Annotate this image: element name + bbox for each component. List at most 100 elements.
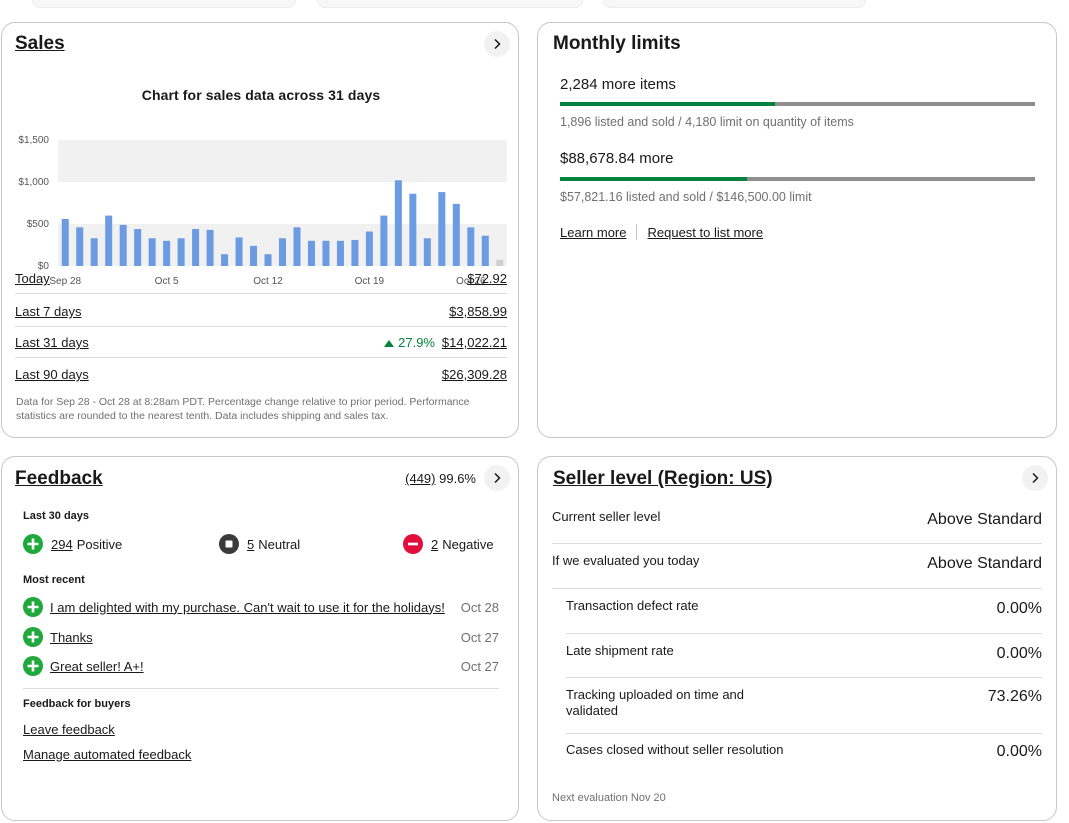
neutral-count[interactable]: 5 (247, 536, 255, 552)
chart-bar (206, 229, 214, 266)
plus-circle-icon (23, 656, 43, 676)
sales-chevron-button[interactable] (484, 31, 510, 57)
limits-title: Monthly limits (553, 33, 681, 54)
x-tick-label: Oct 19 (355, 276, 385, 287)
current-seller-level-row: Current seller level Above Standard (552, 497, 1042, 544)
metric-label: Late shipment rate (566, 643, 674, 658)
chart-bar (365, 231, 373, 266)
amount-remaining: $88,678.84 more (560, 150, 674, 167)
minus-circle-icon (403, 534, 423, 554)
monthly-limits-card: Monthly limits 2,284 more items 1,896 li… (537, 22, 1057, 438)
recent-feedback-text[interactable]: Thanks (50, 629, 93, 645)
positive-count[interactable]: 294 (51, 536, 73, 552)
sales-title[interactable]: Sales (15, 33, 65, 54)
recent-feedback-text[interactable]: I am delighted with my purchase. Can't w… (50, 599, 445, 615)
sales-row-value[interactable]: $26,309.28 (441, 367, 507, 382)
request-to-list-more-link[interactable]: Request to list more (647, 224, 764, 240)
metric-value: 0.00% (996, 743, 1042, 760)
feedback-percent: 99.6% (439, 471, 476, 486)
y-tick-label: $1,500 (18, 135, 49, 146)
sales-row-label[interactable]: Last 31 days (15, 335, 89, 350)
recent-feedback-date: Oct 27 (460, 658, 499, 674)
metric-label: Transaction defect rate (566, 598, 699, 613)
chart-bar (192, 229, 200, 266)
limits-links: Learn more Request to list more (560, 224, 763, 240)
amount-progress-fill (560, 177, 748, 181)
evaluated-today-value: Above Standard (927, 555, 1042, 572)
chart-bar (307, 240, 315, 266)
sales-row-last-90-days: Last 90 days $26,309.28 (15, 358, 507, 389)
metric-label: Cases closed without seller resolution (566, 742, 784, 757)
sales-footnote: Data for Sep 28 - Oct 28 at 8:28am PDT. … (16, 396, 470, 422)
chart-bar (90, 238, 98, 266)
recent-feedback-date: Oct 27 (460, 629, 499, 645)
percent-value: 27.9% (398, 335, 435, 350)
x-tick-label: Sep 28 (49, 276, 81, 287)
chart-bar (496, 259, 504, 266)
learn-more-link[interactable]: Learn more (560, 224, 627, 240)
chart-bar (279, 238, 286, 266)
sales-row-label[interactable]: Last 7 days (15, 304, 82, 319)
metric-value: 0.00% (996, 600, 1042, 617)
chevron-right-icon (1032, 472, 1039, 484)
chart-bar (61, 218, 69, 266)
sales-chart: $1,500 $1,000 $500 $0 Sep 28 Oct 5 Oct 12 Oct 1… (18, 135, 507, 287)
items-progress-bar (560, 102, 1035, 106)
top-tab-1[interactable] (32, 0, 296, 8)
most-recent-label: Most recent (23, 574, 85, 586)
y-tick-label: $0 (38, 261, 50, 272)
last-30-days-label: Last 30 days (23, 510, 90, 522)
chart-bar (119, 224, 127, 266)
feedback-divider (23, 688, 499, 689)
chart-bar (481, 235, 489, 266)
chart-bar (380, 215, 388, 266)
items-progress-fill (560, 102, 776, 106)
seller-chevron-button[interactable] (1022, 465, 1048, 491)
sales-row-label[interactable]: Today (15, 271, 50, 286)
feedback-title[interactable]: Feedback (15, 468, 103, 489)
positive-feedback: 294 Positive (23, 534, 122, 554)
chart-bar (177, 238, 185, 266)
chevron-right-icon (494, 38, 501, 50)
chart-bar (76, 227, 84, 266)
chart-bar (423, 238, 431, 266)
stop-circle-icon (219, 534, 239, 554)
feedback-for-buyers-label: Feedback for buyers (23, 698, 131, 710)
manage-automated-feedback-link[interactable]: Manage automated feedback (23, 747, 192, 762)
plus-circle-icon (23, 597, 43, 617)
current-seller-level-value: Above Standard (927, 511, 1042, 528)
sales-row-today: Today $72.92 (15, 263, 507, 294)
recent-feedback-text[interactable]: Great seller! A+! (50, 658, 144, 674)
y-tick-label: $500 (27, 219, 50, 230)
chart-bar (452, 203, 460, 266)
sales-row-label[interactable]: Last 90 days (15, 367, 89, 382)
negative-count[interactable]: 2 (431, 536, 439, 552)
triangle-up-icon (384, 340, 395, 347)
sales-row-value[interactable]: $3,858.99 (449, 304, 507, 319)
chart-bar (351, 239, 359, 266)
chart-bar (336, 240, 344, 266)
top-tab-2[interactable] (317, 0, 583, 8)
evaluated-today-label: If we evaluated you today (552, 553, 700, 568)
leave-feedback-link[interactable]: Leave feedback (23, 722, 115, 737)
sales-row-value[interactable]: $14,022.21 (441, 335, 507, 350)
top-tab-3[interactable] (603, 0, 866, 8)
items-detail: 1,896 listed and sold / 4,180 limit on q… (560, 115, 854, 129)
neutral-feedback: 5 Neutral (219, 534, 300, 554)
metric-row-cases-closed: Cases closed without seller resolution 0… (566, 734, 1042, 779)
chart-bar (293, 227, 301, 266)
feedback-count[interactable]: (449) (405, 471, 436, 486)
feedback-chevron-button[interactable] (484, 465, 510, 491)
chart-bar (235, 237, 243, 266)
seller-level-title[interactable]: Seller level (Region: US) (553, 468, 773, 489)
metric-value: 0.00% (996, 645, 1042, 662)
chart-bar (134, 229, 142, 266)
chart-bar (394, 180, 402, 266)
x-tick-label: Oct 12 (253, 276, 283, 287)
chart-bar (250, 245, 258, 266)
chart-title: Chart for sales data across 31 days (141, 87, 381, 103)
sales-row-value[interactable]: $72.92 (467, 271, 507, 286)
chart-bar (148, 238, 156, 266)
sales-row-last-7-days: Last 7 days $3,858.99 (15, 296, 507, 327)
chart-band (58, 140, 507, 182)
